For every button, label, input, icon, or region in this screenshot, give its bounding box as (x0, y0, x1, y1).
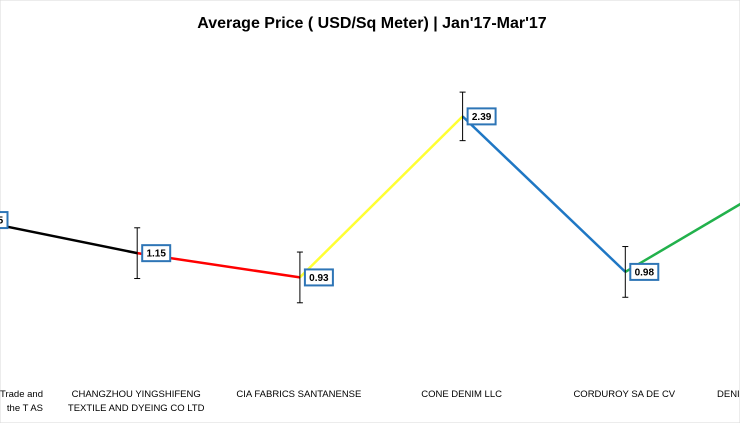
x-tick-label-line: Trade and (0, 389, 43, 400)
x-tick-label: CIA FABRICS SANTANENSE (236, 389, 361, 400)
line-segment (461, 115, 627, 273)
data-label: 0.93 (309, 273, 329, 284)
x-tick-label-line: CORDUROY SA DE CV (573, 389, 675, 400)
x-tick-label: CONE DENIM LLC (421, 389, 502, 400)
line-segment (624, 202, 740, 273)
data-label-box (303, 268, 334, 287)
data-label-box (141, 244, 172, 263)
x-tick-label-line: DENI (717, 389, 740, 400)
x-tick-label: Trade and the T AS (0, 389, 43, 414)
data-label: 1.45 (0, 216, 4, 227)
chart-title: Average Price ( USD/Sq Meter) | Jan'17-M… (197, 15, 547, 32)
data-label: 0.98 (635, 267, 655, 278)
x-tick-label: DENI (717, 389, 740, 400)
x-tick-label-line: TEXTILE AND DYEING CO LTD (68, 403, 205, 414)
x-tick-label: CORDUROY SA DE CV (573, 389, 675, 400)
data-label-box (629, 262, 660, 281)
x-tick-label-line: CHANGZHOU YINGSHIFENG (72, 389, 201, 400)
data-label: 1.15 (146, 249, 166, 260)
x-tick-label-line: the T AS (7, 403, 43, 414)
data-label-box (0, 211, 9, 230)
x-tick-label-line: CIA FABRICS SANTANENSE (236, 389, 361, 400)
data-label-box (466, 107, 497, 126)
x-tick-label-line: CONE DENIM LLC (421, 389, 502, 400)
line-segment (299, 115, 464, 279)
x-tick-label: CHANGZHOU YINGSHIFENG TEXTILE AND DYEING … (68, 389, 205, 414)
data-label: 2.39 (472, 112, 492, 123)
